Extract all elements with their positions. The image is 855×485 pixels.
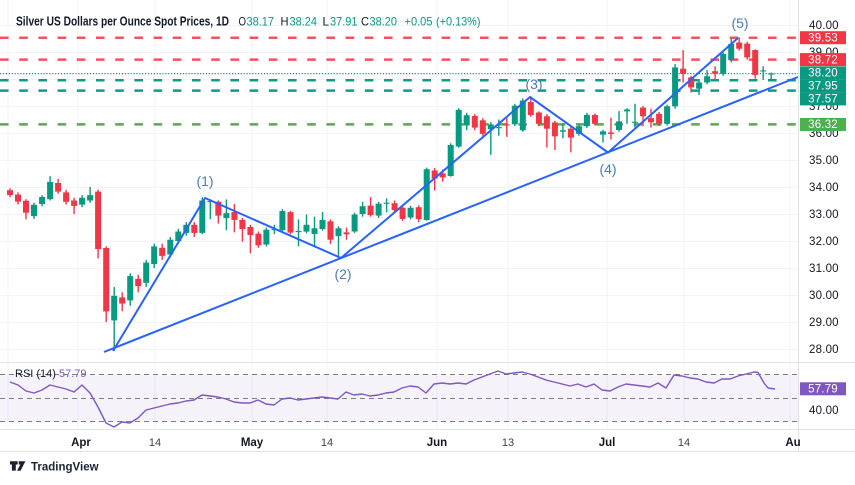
svg-text:37.91: 37.91 bbox=[330, 15, 358, 29]
svg-text:57.79: 57.79 bbox=[808, 384, 838, 396]
svg-text:38.72: 38.72 bbox=[808, 54, 838, 66]
svg-text:40.00: 40.00 bbox=[809, 20, 839, 32]
svg-text:39.53: 39.53 bbox=[808, 32, 838, 44]
svg-text:36.32: 36.32 bbox=[808, 119, 838, 131]
svg-text:O: O bbox=[239, 15, 247, 29]
svg-text:Jul: Jul bbox=[599, 437, 616, 449]
svg-text:+0.05: +0.05 bbox=[405, 15, 433, 29]
svg-text:Au: Au bbox=[785, 437, 800, 449]
svg-text:37.57: 37.57 bbox=[808, 94, 838, 106]
svg-text:14: 14 bbox=[149, 437, 161, 449]
svg-text:Silver US Dollars per Ounce Sp: Silver US Dollars per Ounce Spot Prices,… bbox=[16, 15, 229, 29]
svg-text:Apr: Apr bbox=[71, 437, 91, 449]
svg-text:31.00: 31.00 bbox=[809, 263, 839, 275]
svg-text:L: L bbox=[323, 15, 330, 29]
svg-text:(1): (1) bbox=[196, 173, 213, 189]
svg-text:28.00: 28.00 bbox=[809, 344, 839, 356]
svg-text:37.95: 37.95 bbox=[808, 81, 838, 93]
svg-text:57.79: 57.79 bbox=[59, 368, 87, 380]
svg-text:33.00: 33.00 bbox=[809, 209, 839, 221]
svg-text:(+0.13%): (+0.13%) bbox=[436, 15, 481, 29]
svg-text:14: 14 bbox=[678, 437, 690, 449]
svg-text:30.00: 30.00 bbox=[809, 290, 839, 302]
svg-text:TradingView: TradingView bbox=[31, 462, 99, 474]
svg-text:RSI (14): RSI (14) bbox=[15, 368, 56, 380]
svg-text:35.00: 35.00 bbox=[809, 155, 839, 167]
svg-text:38.20: 38.20 bbox=[370, 15, 398, 29]
svg-text:29.00: 29.00 bbox=[809, 317, 839, 329]
svg-text:40.00: 40.00 bbox=[809, 405, 839, 417]
svg-text:38.20: 38.20 bbox=[808, 68, 838, 80]
svg-text:13: 13 bbox=[502, 437, 514, 449]
svg-text:32.00: 32.00 bbox=[809, 236, 839, 248]
svg-text:38.24: 38.24 bbox=[290, 15, 318, 29]
svg-text:C: C bbox=[361, 15, 369, 29]
svg-text:(2): (2) bbox=[334, 266, 351, 282]
svg-text:34.00: 34.00 bbox=[809, 182, 839, 194]
svg-text:14: 14 bbox=[321, 437, 333, 449]
svg-text:H: H bbox=[281, 15, 289, 29]
svg-text:(3): (3) bbox=[525, 76, 542, 92]
svg-text:(5): (5) bbox=[731, 15, 748, 31]
svg-text:(4): (4) bbox=[599, 161, 616, 177]
svg-text:Jun: Jun bbox=[427, 437, 447, 449]
svg-text:May: May bbox=[241, 437, 264, 449]
svg-text:38.17: 38.17 bbox=[247, 15, 275, 29]
